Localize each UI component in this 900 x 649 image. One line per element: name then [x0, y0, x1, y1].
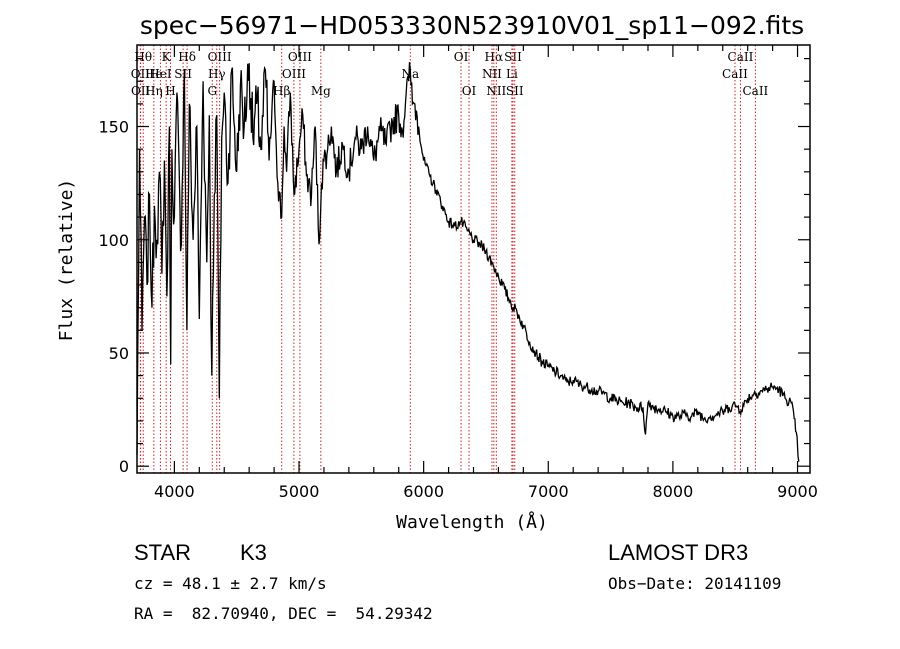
reference-line-label: Li: [506, 67, 518, 81]
y-tick-label: 50: [109, 344, 129, 363]
chart-title: spec−56971−HD053330N523910V01_sp11−092.f…: [140, 11, 804, 40]
reference-line-label: SII: [504, 50, 522, 64]
redshift-velocity: cz = 48.1 ± 2.7 km/s: [134, 574, 327, 593]
reference-line-label: NII: [482, 67, 502, 81]
reference-line-label: K: [162, 50, 172, 64]
y-axis-label: Flux (relative): [56, 179, 77, 342]
y-tick-label: 100: [98, 231, 129, 250]
reference-line-label: OII: [131, 84, 151, 98]
survey-release: LAMOST DR3: [608, 540, 749, 565]
reference-line-label: CaII: [722, 67, 748, 81]
subclass: K3: [240, 540, 267, 565]
reference-line-label: Mg: [311, 84, 331, 98]
reference-line-label: HeI: [149, 67, 172, 81]
x-tick-label: 9000: [777, 482, 818, 501]
reference-line-label: OI: [454, 50, 469, 64]
reference-line-label: Hη: [145, 84, 163, 98]
x-axis-label: Wavelength (Å): [396, 511, 548, 533]
y-tick-label: 150: [98, 118, 129, 137]
y-tick-label: 0: [119, 457, 129, 476]
y-axis: 0 50 100 150: [98, 57, 810, 476]
observation-date: Obs−Date: 20141109: [608, 574, 782, 593]
reference-line-label: Hθ: [134, 50, 152, 64]
coordinates: RA = 82.70940, DEC = 54.29342: [134, 604, 433, 623]
reference-line-label: Hα: [485, 50, 504, 64]
x-tick-label: 8000: [653, 482, 694, 501]
reference-line-label: NII: [486, 84, 506, 98]
plot-frame: [136, 44, 811, 474]
reference-line-label: OIII: [208, 50, 232, 64]
reference-line-label: CaII: [728, 50, 754, 64]
spectrum-series-line: [136, 62, 800, 462]
reference-line-label: H: [165, 84, 175, 98]
x-tick-label: 5000: [279, 482, 320, 501]
x-axis: 4000 5000 6000 7000 8000 9000: [154, 45, 818, 501]
reference-line-label: OIII: [282, 67, 306, 81]
x-tick-label: 7000: [528, 482, 569, 501]
reference-line-label: CaII: [742, 84, 768, 98]
reference-line-label: SII: [506, 84, 524, 98]
reference-line-label: OI: [462, 84, 477, 98]
reference-line-label: G: [207, 84, 217, 98]
reference-line-label: SII: [174, 67, 192, 81]
x-tick-label: 6000: [403, 482, 444, 501]
reference-line-label: Hδ: [178, 50, 196, 64]
reference-line-label: He: [145, 67, 163, 81]
object-type: STAR: [134, 540, 192, 565]
reference-line-label: Hβ: [273, 84, 290, 98]
reference-line-label: Hγ: [208, 67, 226, 81]
x-tick-label: 4000: [154, 482, 195, 501]
reference-line-label: OIII: [288, 50, 312, 64]
